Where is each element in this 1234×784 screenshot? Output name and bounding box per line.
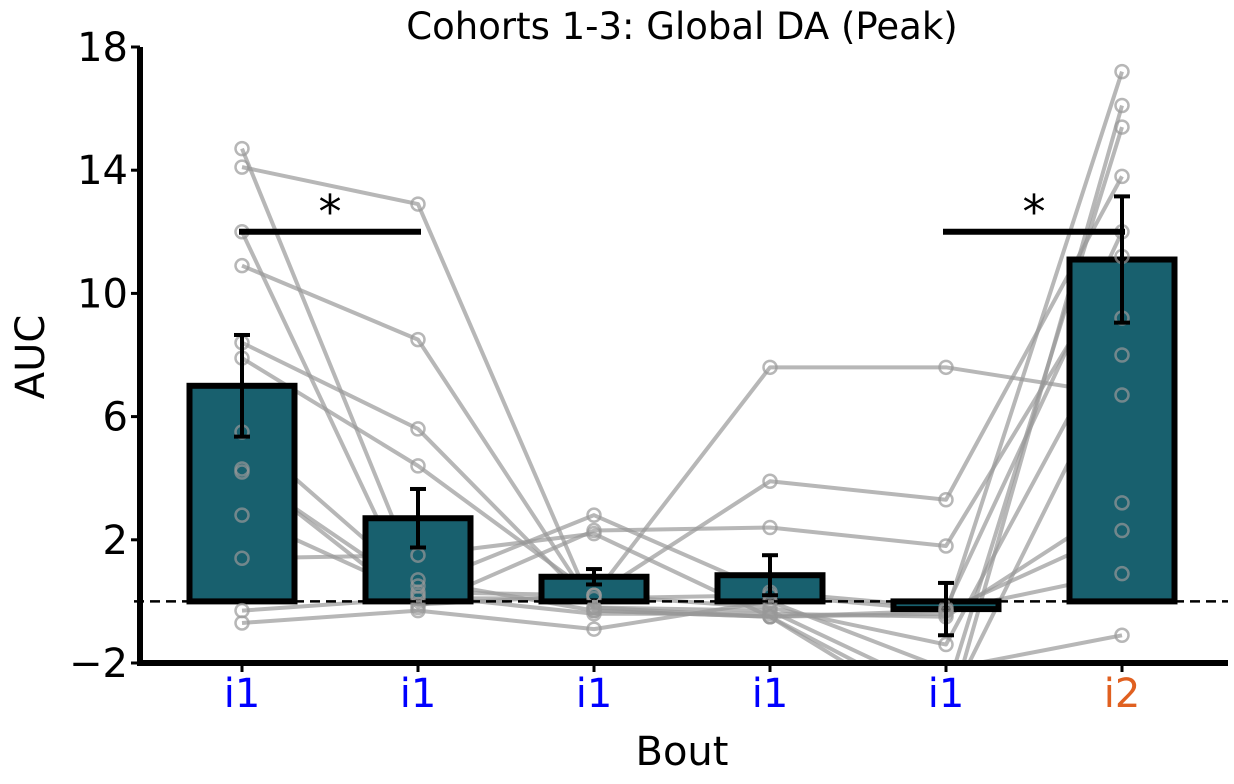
error-bar-6 xyxy=(1114,194,1130,325)
subject-point xyxy=(1114,495,1130,511)
subject-point xyxy=(234,159,250,175)
subject-point xyxy=(762,609,778,625)
subject-point xyxy=(762,359,778,376)
y-tick-label: 6 xyxy=(103,395,128,441)
subject-point xyxy=(762,519,778,536)
significance-star: * xyxy=(319,185,342,239)
axes xyxy=(137,47,1228,666)
x-tick-label: i2 xyxy=(1104,671,1141,717)
significance-bar-2: * xyxy=(943,185,1125,239)
subject-point xyxy=(1114,387,1130,403)
subject-point xyxy=(1114,522,1130,539)
subject-point xyxy=(1114,168,1130,185)
individual-points xyxy=(234,63,1130,731)
subject-point xyxy=(586,605,602,622)
individual-lines xyxy=(240,71,1124,663)
error-bar-3 xyxy=(586,567,602,587)
error-bar-1 xyxy=(234,332,250,439)
subject-point xyxy=(762,473,778,490)
significance-bar-1: * xyxy=(239,185,421,239)
subject-point xyxy=(1114,627,1130,644)
subject-point xyxy=(234,140,250,157)
subject-point xyxy=(586,621,602,637)
y-axis-label: AUC xyxy=(8,315,54,400)
x-tick-label: i1 xyxy=(224,671,261,717)
subject-point xyxy=(1114,97,1130,114)
subject-point xyxy=(234,464,250,480)
subject-point xyxy=(234,257,250,274)
subject-point xyxy=(1114,119,1130,135)
x-axis-ticks: i1 i1 i1 i1 i1 i2 xyxy=(224,663,1141,717)
subject-point xyxy=(938,359,954,376)
subject-point xyxy=(234,615,250,631)
subject-line-6 xyxy=(240,175,1124,598)
y-tick-label: 2 xyxy=(103,518,128,564)
subject-point xyxy=(410,331,426,348)
error-bar-4 xyxy=(762,553,778,598)
subject-point xyxy=(586,507,602,523)
subject-point xyxy=(410,458,426,474)
y-tick-label: 18 xyxy=(77,25,128,71)
x-tick-label: i1 xyxy=(928,671,965,717)
subject-point xyxy=(1114,347,1130,363)
y-axis-ticks: −2 2 6 10 14 18 xyxy=(69,25,140,687)
x-tick-label: i1 xyxy=(400,671,437,717)
x-tick-label: i1 xyxy=(576,671,613,717)
y-tick-label: 10 xyxy=(77,271,128,317)
significance-markers: * * xyxy=(239,185,1125,239)
x-tick-label: i1 xyxy=(752,671,789,717)
subject-point xyxy=(1114,63,1130,80)
subject-point xyxy=(586,590,602,607)
significance-star: * xyxy=(1023,185,1046,239)
subject-point xyxy=(586,525,602,542)
subject-point xyxy=(940,718,953,731)
error-bar-5 xyxy=(938,580,954,638)
subject-point xyxy=(938,636,954,653)
y-tick-label: 14 xyxy=(77,148,128,194)
subject-point xyxy=(410,196,426,212)
subject-point xyxy=(234,550,250,567)
subject-point xyxy=(938,538,954,554)
chart-title: Cohorts 1-3: Global DA (Peak) xyxy=(406,5,957,48)
subject-point xyxy=(410,602,426,619)
error-bars xyxy=(234,194,1130,638)
subject-point xyxy=(234,507,250,523)
subject-point xyxy=(938,492,954,508)
subject-point xyxy=(410,421,426,437)
subject-line-13 xyxy=(241,599,1123,663)
x-axis-label: Bout xyxy=(636,729,729,775)
subject-point xyxy=(1114,565,1130,582)
y-tick-label: −2 xyxy=(69,641,128,687)
error-bar-2 xyxy=(410,486,426,550)
